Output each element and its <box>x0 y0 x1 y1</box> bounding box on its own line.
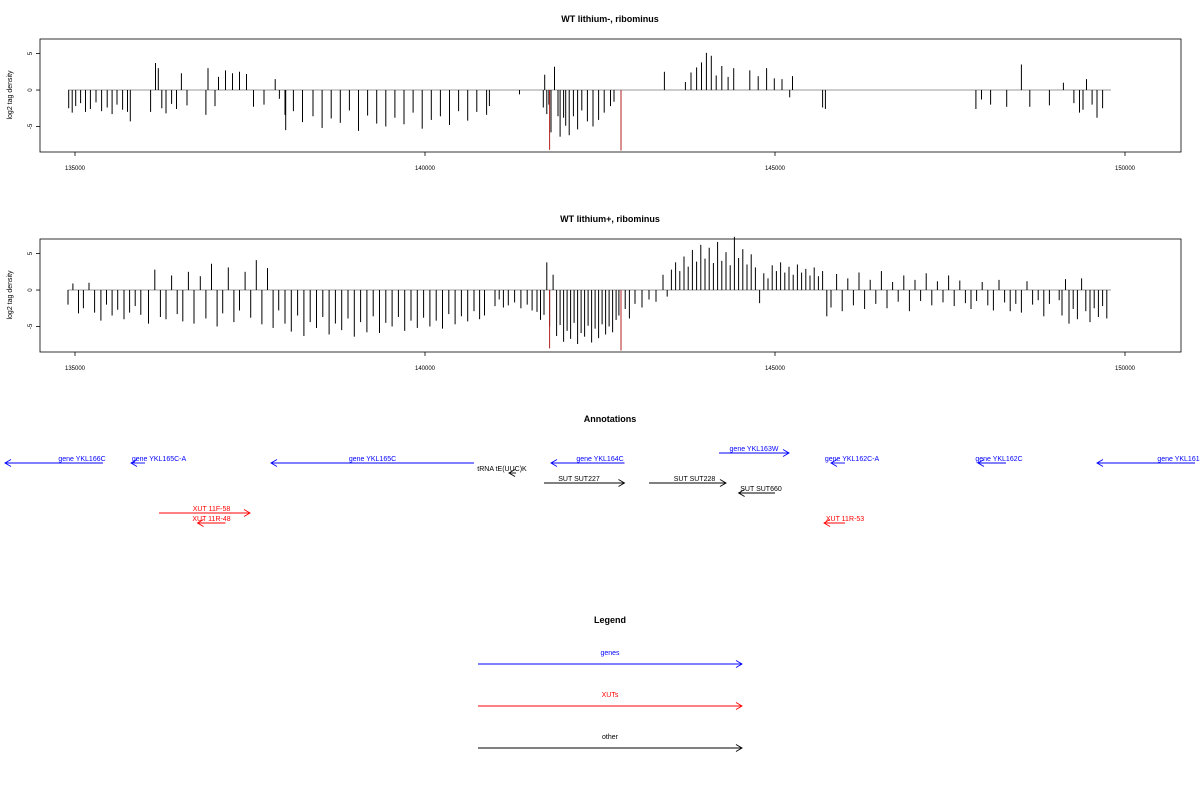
y-tick-label: -5 <box>28 123 34 129</box>
arrow-head-icon <box>977 459 985 467</box>
arrow-head-icon <box>782 449 790 457</box>
legend-item: genes <box>478 650 743 668</box>
annotation-feature: SUT SUT660 <box>737 486 782 497</box>
arrow-head-icon <box>1096 459 1104 467</box>
legend-label: genes <box>600 650 620 657</box>
feature-label: SUT SUT228 <box>674 476 716 483</box>
x-tick-label: 140000 <box>415 166 436 172</box>
legend-item: XUTs <box>478 692 743 710</box>
annotations-title: Annotations <box>584 414 637 424</box>
feature-label: XUT 11F-58 <box>193 506 231 513</box>
arrow-head-icon <box>243 509 251 517</box>
annotation-feature: gene YKL164C <box>550 456 625 467</box>
annotation-feature: gene YKL163W <box>719 446 790 457</box>
annotation-feature: gene YKL166C <box>4 456 106 467</box>
feature-label: SUT SUT660 <box>740 486 782 493</box>
legend-label: XUTs <box>602 692 619 699</box>
y-tick-label: 5 <box>28 251 34 255</box>
feature-label: SUT SUT227 <box>558 476 600 483</box>
arrow-head-icon <box>618 479 626 487</box>
legend-title: Legend <box>594 615 626 625</box>
x-tick-label: 145000 <box>765 366 786 372</box>
feature-label: XUT 11R-53 <box>826 516 864 523</box>
plot-frame <box>39 38 1182 153</box>
arrow-head-icon <box>735 744 743 752</box>
feature-label: XUT 11R-48 <box>192 516 230 523</box>
y-tick-label: 5 <box>28 51 34 55</box>
annotation-feature: gene YKL165C-A <box>130 456 187 467</box>
legend-label: other <box>602 734 619 741</box>
plot-frame <box>39 238 1182 353</box>
y-tick-label: 0 <box>28 88 34 92</box>
arrow-head-icon <box>719 479 727 487</box>
arrow-head-icon <box>735 660 743 668</box>
annotation-feature: gene YKL165C <box>270 456 474 467</box>
panel-title: WT lithium-, ribominus <box>561 14 659 24</box>
feature-label: gene YKL163W <box>730 446 779 453</box>
x-tick-label: 140000 <box>415 366 436 372</box>
feature-label: gene YKL165C-A <box>132 456 187 463</box>
panel-title: WT lithium+, ribominus <box>560 214 660 224</box>
x-tick-label: 135000 <box>65 366 86 372</box>
feature-label: gene YKL164C <box>576 456 623 463</box>
annotation-feature: SUT SUT228 <box>649 476 727 487</box>
arrow-head-icon <box>550 459 558 467</box>
legend-item: other <box>478 734 743 752</box>
x-tick-label: 135000 <box>65 166 86 172</box>
feature-label: gene YKL162C-A <box>825 456 880 463</box>
annotation-feature: XUT 11R-53 <box>823 516 864 527</box>
feature-label: tRNA tE(UUC)K <box>477 466 527 473</box>
legend: Legend genes XUTs other <box>478 615 743 752</box>
feature-label: gene YKL162C <box>975 456 1022 463</box>
annotation-feature: XUT 11R-48 <box>192 516 231 527</box>
arrow-head-icon <box>737 489 745 497</box>
y-axis-label: log2 tag density <box>7 70 14 120</box>
arrow-head-icon <box>508 469 516 477</box>
annotation-feature: gene YKL162C-A <box>825 456 880 467</box>
y-axis-label: log2 tag density <box>7 270 14 320</box>
feature-label: gene YKL161C <box>1157 456 1200 463</box>
x-tick-label: 150000 <box>1115 366 1136 372</box>
arrow-head-icon <box>4 459 12 467</box>
y-tick-label: -5 <box>28 323 34 329</box>
annotation-feature: SUT SUT227 <box>544 476 626 487</box>
arrow-head-icon <box>130 459 138 467</box>
annotations-track: Annotations gene YKL166C gene YKL165C-A ge… <box>4 414 1200 527</box>
annotation-feature: XUT 11F-58 <box>159 506 251 517</box>
y-tick-label: 0 <box>28 288 34 292</box>
arrow-head-icon <box>196 519 204 527</box>
annotation-feature: gene YKL162C <box>975 456 1023 467</box>
feature-label: gene YKL166C <box>58 456 105 463</box>
x-tick-label: 150000 <box>1115 166 1136 172</box>
arrow-head-icon <box>823 519 831 527</box>
annotation-feature: tRNA tE(UUC)K <box>477 466 527 477</box>
arrow-head-icon <box>830 459 838 467</box>
feature-label: gene YKL165C <box>349 456 396 463</box>
panel-wt-lithium-minus: WT lithium-, ribominus log2 tag density … <box>7 14 1182 172</box>
arrow-head-icon <box>270 459 278 467</box>
x-tick-label: 145000 <box>765 166 786 172</box>
arrow-head-icon <box>735 702 743 710</box>
annotation-feature: gene YKL161C <box>1096 456 1200 467</box>
panel-wt-lithium-plus: WT lithium+, ribominus log2 tag density … <box>7 214 1182 372</box>
